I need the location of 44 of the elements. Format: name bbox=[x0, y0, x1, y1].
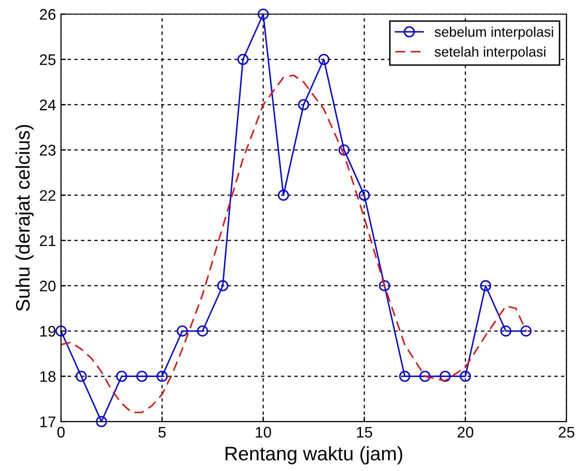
point bbox=[278, 190, 289, 201]
y-tick-label: 22 bbox=[40, 190, 56, 201]
point bbox=[419, 370, 430, 382]
point bbox=[520, 325, 532, 337]
point bbox=[156, 370, 168, 382]
x-tick-label: 10 bbox=[256, 426, 272, 438]
y-tick-label: 17 bbox=[40, 416, 56, 428]
point bbox=[55, 325, 67, 337]
x-axis-title: Rentang waktu (jam) bbox=[226, 446, 402, 464]
point bbox=[76, 370, 87, 382]
point bbox=[217, 280, 228, 292]
point bbox=[500, 325, 512, 337]
point bbox=[399, 370, 410, 382]
point bbox=[196, 325, 208, 337]
point bbox=[298, 99, 310, 110]
x-tick-label: 5 bbox=[158, 426, 166, 438]
y-tick-label: 26 bbox=[40, 9, 56, 20]
x-tick-label: 20 bbox=[458, 426, 474, 438]
point bbox=[378, 280, 390, 292]
point bbox=[176, 325, 188, 337]
x-tick-label: 25 bbox=[558, 426, 574, 438]
point bbox=[96, 416, 107, 428]
y-axis-title: Suhu (derajat celcius) bbox=[15, 125, 34, 311]
legend-label: setelah interpolasi bbox=[434, 46, 546, 60]
point bbox=[480, 280, 492, 292]
point bbox=[460, 370, 471, 382]
x-tick-label: 0 bbox=[57, 426, 65, 438]
point bbox=[338, 144, 350, 156]
point bbox=[258, 8, 269, 20]
y-tick-label: 19 bbox=[40, 326, 56, 337]
point bbox=[237, 54, 249, 65]
point bbox=[358, 190, 370, 201]
y-tick-label: 24 bbox=[40, 100, 56, 110]
point bbox=[116, 370, 128, 382]
point bbox=[318, 54, 330, 65]
y-tick-label: 21 bbox=[40, 235, 56, 246]
x-tick-label: 15 bbox=[356, 426, 372, 438]
point bbox=[440, 370, 451, 382]
y-tick-label: 20 bbox=[40, 280, 56, 292]
legend-label: sebelum interpolasi bbox=[434, 26, 554, 40]
y-tick-label: 18 bbox=[40, 371, 56, 382]
point bbox=[136, 370, 148, 382]
y-tick-label: 23 bbox=[40, 144, 56, 156]
y-tick-label: 25 bbox=[40, 54, 56, 66]
